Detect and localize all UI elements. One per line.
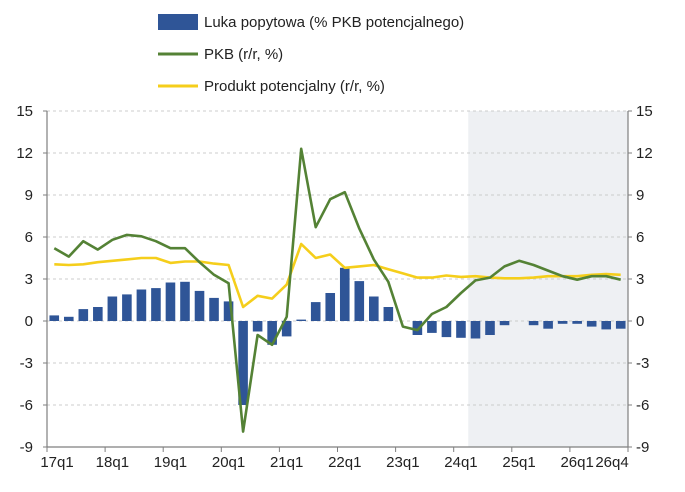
y-tick-label-left: 6 <box>25 229 33 246</box>
y-tick-label-left: -9 <box>20 439 33 456</box>
x-tick-label: 17q1 <box>40 454 73 471</box>
y-tick-label-left: 9 <box>25 187 33 204</box>
bar-23q2 <box>412 321 423 335</box>
y-tick-label-right: 0 <box>636 313 644 330</box>
bar-19q4 <box>209 297 219 321</box>
bar-18q1 <box>107 296 118 321</box>
x-tick-label: 24q1 <box>444 454 477 471</box>
legend-label: Produkt potencjalny (r/r, %) <box>204 78 385 95</box>
x-tick-label: 25q1 <box>502 454 535 471</box>
bar-18q4 <box>151 288 161 321</box>
bar-26q1 <box>572 321 582 324</box>
x-tick-label: 26q1 <box>560 454 593 471</box>
bar-26q2 <box>586 321 597 327</box>
y-tick-label-right: 3 <box>636 271 644 288</box>
bar-21q1 <box>281 321 292 337</box>
bar-25q2 <box>528 321 539 326</box>
bars <box>49 267 626 405</box>
y-tick-label-left: 0 <box>25 313 33 330</box>
bar-22q3 <box>369 296 379 321</box>
x-tick-label: 22q1 <box>328 454 361 471</box>
bar-17q3 <box>78 309 89 321</box>
bar-17q1 <box>49 315 60 321</box>
x-tick-label: 18q1 <box>96 454 129 471</box>
bar-20q1 <box>223 301 234 321</box>
y-tick-label-left: -3 <box>20 355 33 372</box>
bar-24q2 <box>470 321 481 339</box>
y-tick-label-right: -3 <box>636 355 649 372</box>
x-tick-label: 26q4 <box>595 454 628 471</box>
x-tick-label: 19q1 <box>154 454 187 471</box>
bar-21q4 <box>325 293 336 321</box>
legend-swatch-bar <box>158 14 198 30</box>
bar-25q4 <box>557 321 568 324</box>
bar-26q3 <box>601 321 612 330</box>
y-tick-label-left: 12 <box>16 145 33 162</box>
bar-22q4 <box>383 307 394 321</box>
y-tick-label-right: -6 <box>636 397 649 414</box>
x-tick-label: 20q1 <box>212 454 245 471</box>
bar-19q3 <box>194 290 205 321</box>
bar-20q4 <box>267 321 277 345</box>
y-tick-label-right: 9 <box>636 187 644 204</box>
line-potential <box>54 242 621 309</box>
y-tick-label-right: 15 <box>636 103 653 120</box>
bar-23q4 <box>441 321 452 338</box>
bar-21q3 <box>310 302 321 321</box>
bar-22q1 <box>339 267 350 321</box>
bar-21q2 <box>296 319 306 321</box>
bar-19q1 <box>165 282 176 321</box>
bar-20q3 <box>252 321 263 332</box>
y-tick-label-left: 3 <box>25 271 33 288</box>
y-tick-label-right: 6 <box>636 229 644 246</box>
axes: -9 -9 -6 -6 -3 -3 0 0 3 3 6 6 9 9 12 12 15 15 17q1 18q1 19q1… <box>16 103 652 471</box>
bar-18q3 <box>136 289 147 321</box>
lines <box>53 147 622 433</box>
bar-24q1 <box>456 321 466 338</box>
y-tick-label-left: -6 <box>20 397 33 414</box>
legend-label: PKB (r/r, %) <box>204 46 283 63</box>
bar-19q2 <box>180 281 190 321</box>
bar-24q3 <box>485 321 495 335</box>
x-tick-label: 21q1 <box>270 454 303 471</box>
bar-25q3 <box>543 321 553 329</box>
y-tick-label-right: -9 <box>636 439 649 456</box>
bar-24q4 <box>499 321 510 326</box>
legend-label: Luka popytowa (% PKB potencjalnego) <box>204 14 464 31</box>
bar-22q2 <box>354 281 365 321</box>
bar-26q4 <box>615 321 626 329</box>
bar-17q4 <box>93 307 103 321</box>
x-tick-label: 23q1 <box>386 454 419 471</box>
y-tick-label-left: 15 <box>16 103 33 120</box>
bar-17q2 <box>63 316 74 321</box>
y-tick-label-right: 12 <box>636 145 653 162</box>
bar-20q2 <box>238 321 248 405</box>
bar-18q2 <box>122 294 132 321</box>
line-pkb <box>53 147 622 433</box>
legend: Luka popytowa (% PKB potencjalnego) PKB (… <box>158 14 464 95</box>
bar-23q3 <box>427 321 437 333</box>
